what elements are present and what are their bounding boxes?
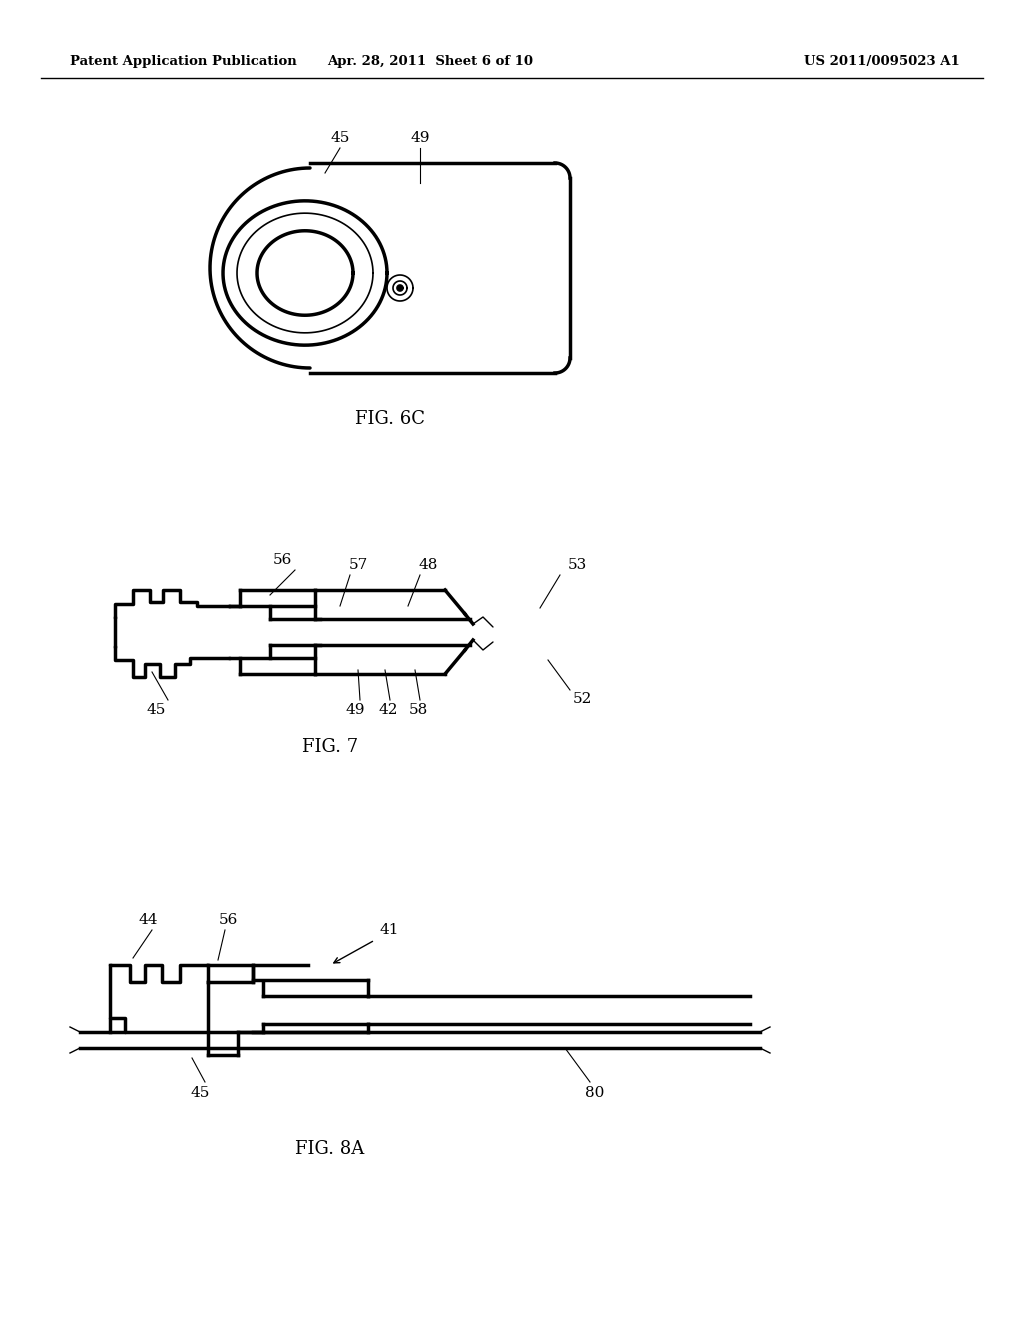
- Text: 42: 42: [378, 704, 397, 717]
- Text: 48: 48: [419, 558, 437, 572]
- Text: 80: 80: [586, 1086, 605, 1100]
- Text: 52: 52: [573, 692, 592, 706]
- Text: 45: 45: [190, 1086, 210, 1100]
- Text: US 2011/0095023 A1: US 2011/0095023 A1: [804, 55, 961, 69]
- Text: 56: 56: [218, 913, 238, 927]
- Text: FIG. 7: FIG. 7: [302, 738, 358, 756]
- Text: 49: 49: [411, 131, 430, 145]
- Polygon shape: [397, 285, 403, 290]
- Text: 57: 57: [348, 558, 368, 572]
- Text: FIG. 6C: FIG. 6C: [355, 411, 425, 428]
- Text: 53: 53: [568, 558, 587, 572]
- Text: Patent Application Publication: Patent Application Publication: [70, 55, 297, 69]
- Text: Apr. 28, 2011  Sheet 6 of 10: Apr. 28, 2011 Sheet 6 of 10: [327, 55, 534, 69]
- Text: 49: 49: [345, 704, 365, 717]
- Text: FIG. 8A: FIG. 8A: [295, 1140, 365, 1158]
- Text: 58: 58: [409, 704, 428, 717]
- Text: 44: 44: [138, 913, 158, 927]
- Text: 41: 41: [380, 923, 399, 937]
- Text: 45: 45: [146, 704, 166, 717]
- Text: 56: 56: [272, 553, 292, 568]
- Text: 45: 45: [331, 131, 349, 145]
